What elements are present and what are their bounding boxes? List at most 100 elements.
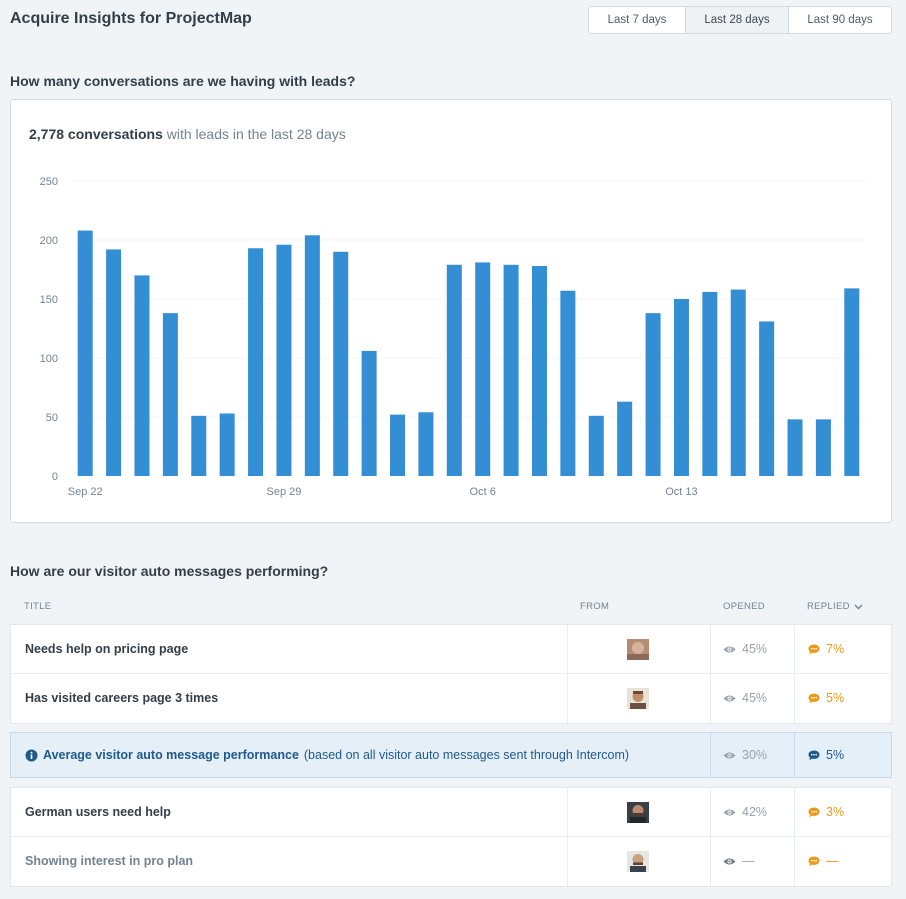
range-7-days-button[interactable]: Last 7 days	[589, 7, 686, 33]
date-range-selector: Last 7 days Last 28 days Last 90 days	[588, 6, 892, 34]
conversation-count: 2,778 conversations	[29, 126, 163, 142]
chat-bubble-icon	[808, 750, 820, 760]
bar-oct-3[interactable]	[390, 414, 406, 476]
table-row[interactable]: Needs help on pricing page 45% 7%	[11, 625, 891, 674]
replied-value: 5%	[826, 691, 845, 705]
chat-bubble-icon	[808, 693, 820, 703]
message-group-1: Needs help on pricing page 45% 7% Has vi…	[10, 624, 892, 724]
eye-icon	[723, 809, 736, 815]
opened-value: 42%	[742, 805, 768, 819]
avatar	[627, 802, 649, 823]
replied-value: 7%	[826, 642, 845, 656]
opened-value: 30%	[742, 748, 768, 762]
bar-oct-19[interactable]	[844, 288, 860, 476]
y-tick-label: 100	[40, 353, 58, 365]
conversations-chart-card: 2,778 conversations with leads in the la…	[10, 99, 892, 523]
column-opened: OPENED	[723, 601, 765, 612]
bar-sep-27[interactable]	[219, 413, 235, 476]
page-title: Acquire Insights for ProjectMap	[10, 10, 252, 27]
replied-value: —	[826, 854, 839, 868]
eye-icon	[723, 646, 736, 652]
average-opened-rate: 30%	[723, 748, 767, 762]
average-label: Average visitor auto message performance	[43, 748, 299, 762]
table-row[interactable]: Has visited careers page 3 times 45% 5%	[11, 674, 891, 723]
range-28-days-button[interactable]: Last 28 days	[686, 7, 789, 33]
bar-oct-4[interactable]	[418, 412, 434, 476]
chat-bubble-icon	[808, 807, 820, 817]
message-title[interactable]: Has visited careers page 3 times	[25, 691, 219, 705]
column-replied-label: REPLIED	[807, 601, 850, 612]
x-tick-label: Oct 6	[470, 486, 496, 498]
bar-sep-24[interactable]	[134, 275, 150, 476]
bar-sep-26[interactable]	[191, 415, 207, 476]
bar-oct-15[interactable]	[730, 289, 746, 476]
bar-oct-10[interactable]	[588, 415, 604, 476]
message-group-2: German users need help 42% 3% Showing in…	[10, 787, 892, 887]
bar-sep-28[interactable]	[248, 248, 264, 476]
message-title[interactable]: Needs help on pricing page	[25, 642, 189, 656]
bar-oct-17[interactable]	[787, 419, 803, 476]
avatar	[627, 688, 649, 709]
chat-bubble-icon	[808, 856, 820, 866]
column-replied-sort[interactable]: REPLIED	[807, 601, 863, 612]
bar-oct-14[interactable]	[702, 291, 718, 476]
opened-rate: —	[723, 854, 755, 868]
replied-rate: —	[808, 854, 839, 868]
column-from: FROM	[580, 601, 610, 612]
avatar	[627, 851, 649, 872]
bar-sep-29[interactable]	[276, 244, 292, 476]
bar-oct-2[interactable]	[361, 350, 377, 476]
average-note: (based on all visitor auto messages sent…	[303, 748, 630, 762]
y-tick-label: 200	[40, 235, 58, 247]
y-tick-label: 250	[40, 176, 58, 188]
message-title[interactable]: German users need help	[25, 805, 171, 819]
bar-oct-5[interactable]	[446, 264, 462, 476]
bar-sep-30[interactable]	[304, 235, 320, 476]
eye-icon	[723, 858, 736, 864]
replied-value: 5%	[826, 748, 845, 762]
x-tick-label: Sep 29	[267, 486, 302, 498]
bar-oct-9[interactable]	[560, 290, 576, 476]
bar-sep-23[interactable]	[106, 249, 122, 476]
info-icon	[25, 749, 38, 761]
bar-oct-12[interactable]	[645, 313, 661, 476]
conversation-summary-suffix: with leads in the last 28 days	[166, 126, 346, 142]
range-90-days-button[interactable]: Last 90 days	[789, 7, 891, 33]
messages-heading: How are our visitor auto messages perfor…	[10, 563, 329, 579]
bar-oct-1[interactable]	[333, 251, 349, 476]
chart-summary: 2,778 conversations with leads in the la…	[29, 126, 346, 142]
average-replied-rate: 5%	[808, 748, 844, 762]
chat-bubble-icon	[808, 644, 820, 654]
conversations-heading: How many conversations are we having wit…	[10, 73, 356, 89]
bar-oct-11[interactable]	[617, 401, 633, 476]
chevron-down-icon	[854, 604, 863, 609]
replied-rate: 5%	[808, 691, 844, 705]
bar-oct-18[interactable]	[815, 419, 831, 476]
replied-rate: 7%	[808, 642, 844, 656]
opened-rate: 45%	[723, 691, 767, 705]
message-title[interactable]: Showing interest in pro plan	[25, 854, 194, 868]
eye-icon	[723, 695, 736, 701]
eye-icon	[723, 752, 736, 758]
opened-value: —	[742, 854, 755, 868]
bar-oct-6[interactable]	[475, 262, 491, 476]
average-performance-row: Average visitor auto message performance…	[10, 732, 892, 778]
column-title: TITLE	[24, 601, 52, 612]
avatar	[627, 639, 649, 660]
x-tick-label: Oct 13	[665, 486, 697, 498]
bar-sep-22[interactable]	[77, 230, 93, 476]
opened-value: 45%	[742, 691, 768, 705]
average-performance-text: Average visitor auto message performance…	[25, 748, 629, 762]
bar-sep-25[interactable]	[162, 313, 178, 476]
bar-oct-8[interactable]	[531, 265, 547, 476]
table-row[interactable]: German users need help 42% 3%	[11, 788, 891, 837]
bar-oct-13[interactable]	[673, 299, 689, 476]
conversations-bar-chart: 0 50 100 150 200 250 Sep 22 Sep 29 Oct 6 Oct 13	[40, 176, 866, 498]
replied-rate: 3%	[808, 805, 844, 819]
opened-rate: 45%	[723, 642, 767, 656]
table-row[interactable]: Showing interest in pro plan — —	[11, 837, 891, 886]
bar-oct-16[interactable]	[759, 321, 775, 476]
y-tick-label: 50	[46, 412, 58, 424]
bar-oct-7[interactable]	[503, 264, 519, 476]
y-tick-label: 0	[52, 471, 58, 483]
